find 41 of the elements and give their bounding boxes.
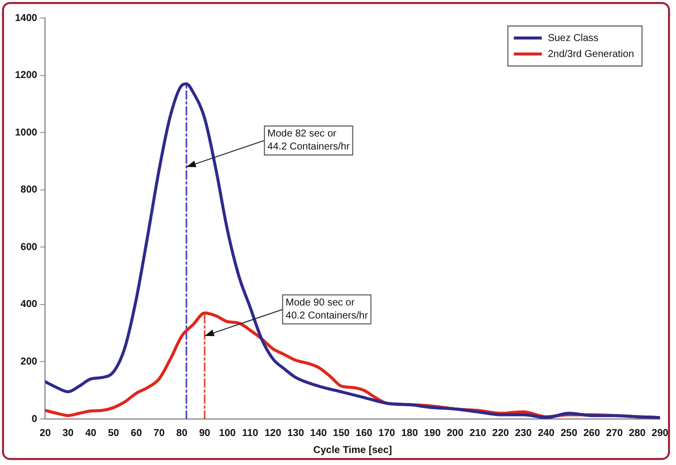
x-tick-label: 120 — [264, 428, 282, 439]
legend-label: 2nd/3rd Generation — [548, 48, 634, 60]
x-tick-label: 50 — [108, 428, 120, 439]
x-tick-label: 70 — [154, 428, 166, 439]
x-tick-label: 90 — [199, 428, 211, 439]
annotation: Mode 90 sec or 40.2 Containers/hr — [286, 298, 369, 322]
y-tick-label: 0 — [32, 414, 38, 425]
x-tick-label: 160 — [356, 428, 373, 439]
y-tick-label: 200 — [20, 356, 38, 368]
x-tick-label: 20 — [40, 428, 52, 439]
x-tick-label: 200 — [446, 428, 464, 439]
x-tick-label: 100 — [219, 428, 236, 439]
x-tick-label: 280 — [628, 428, 646, 439]
y-tick-label: 1200 — [14, 70, 38, 82]
legend-label: Suez Class — [548, 32, 598, 44]
x-tick-label: 30 — [62, 428, 74, 439]
x-tick-label: 260 — [583, 428, 600, 439]
annotation: Mode 82 sec or 44.2 Containers/hr — [267, 128, 350, 153]
x-tick-label: 140 — [310, 428, 328, 439]
y-tick-label: 800 — [20, 184, 38, 196]
y-tick-label: 1000 — [14, 127, 38, 138]
x-tick-label: 180 — [401, 428, 418, 439]
x-tick-label: 190 — [424, 428, 442, 439]
y-tick-label: 1400 — [14, 12, 38, 24]
x-tick-label: 40 — [85, 428, 97, 439]
x-tick-label: 60 — [130, 428, 142, 439]
x-tick-label: 130 — [287, 428, 304, 439]
x-tick-label: 240 — [538, 428, 555, 439]
x-tick-label: 250 — [560, 428, 578, 439]
x-tick-label: 290 — [652, 428, 669, 439]
x-tick-label: 150 — [332, 428, 350, 439]
y-tick-label: 600 — [20, 242, 38, 253]
x-axis-title: Cycle Time [sec] — [313, 444, 392, 456]
x-tick-label: 270 — [606, 428, 624, 439]
x-tick-label: 80 — [176, 428, 188, 439]
x-tick-label: 170 — [378, 428, 396, 439]
y-tick-label: 400 — [20, 299, 38, 310]
x-tick-label: 220 — [492, 428, 510, 439]
x-tick-label: 210 — [470, 428, 487, 439]
x-tick-label: 110 — [242, 428, 259, 439]
x-tick-label: 230 — [515, 428, 532, 439]
